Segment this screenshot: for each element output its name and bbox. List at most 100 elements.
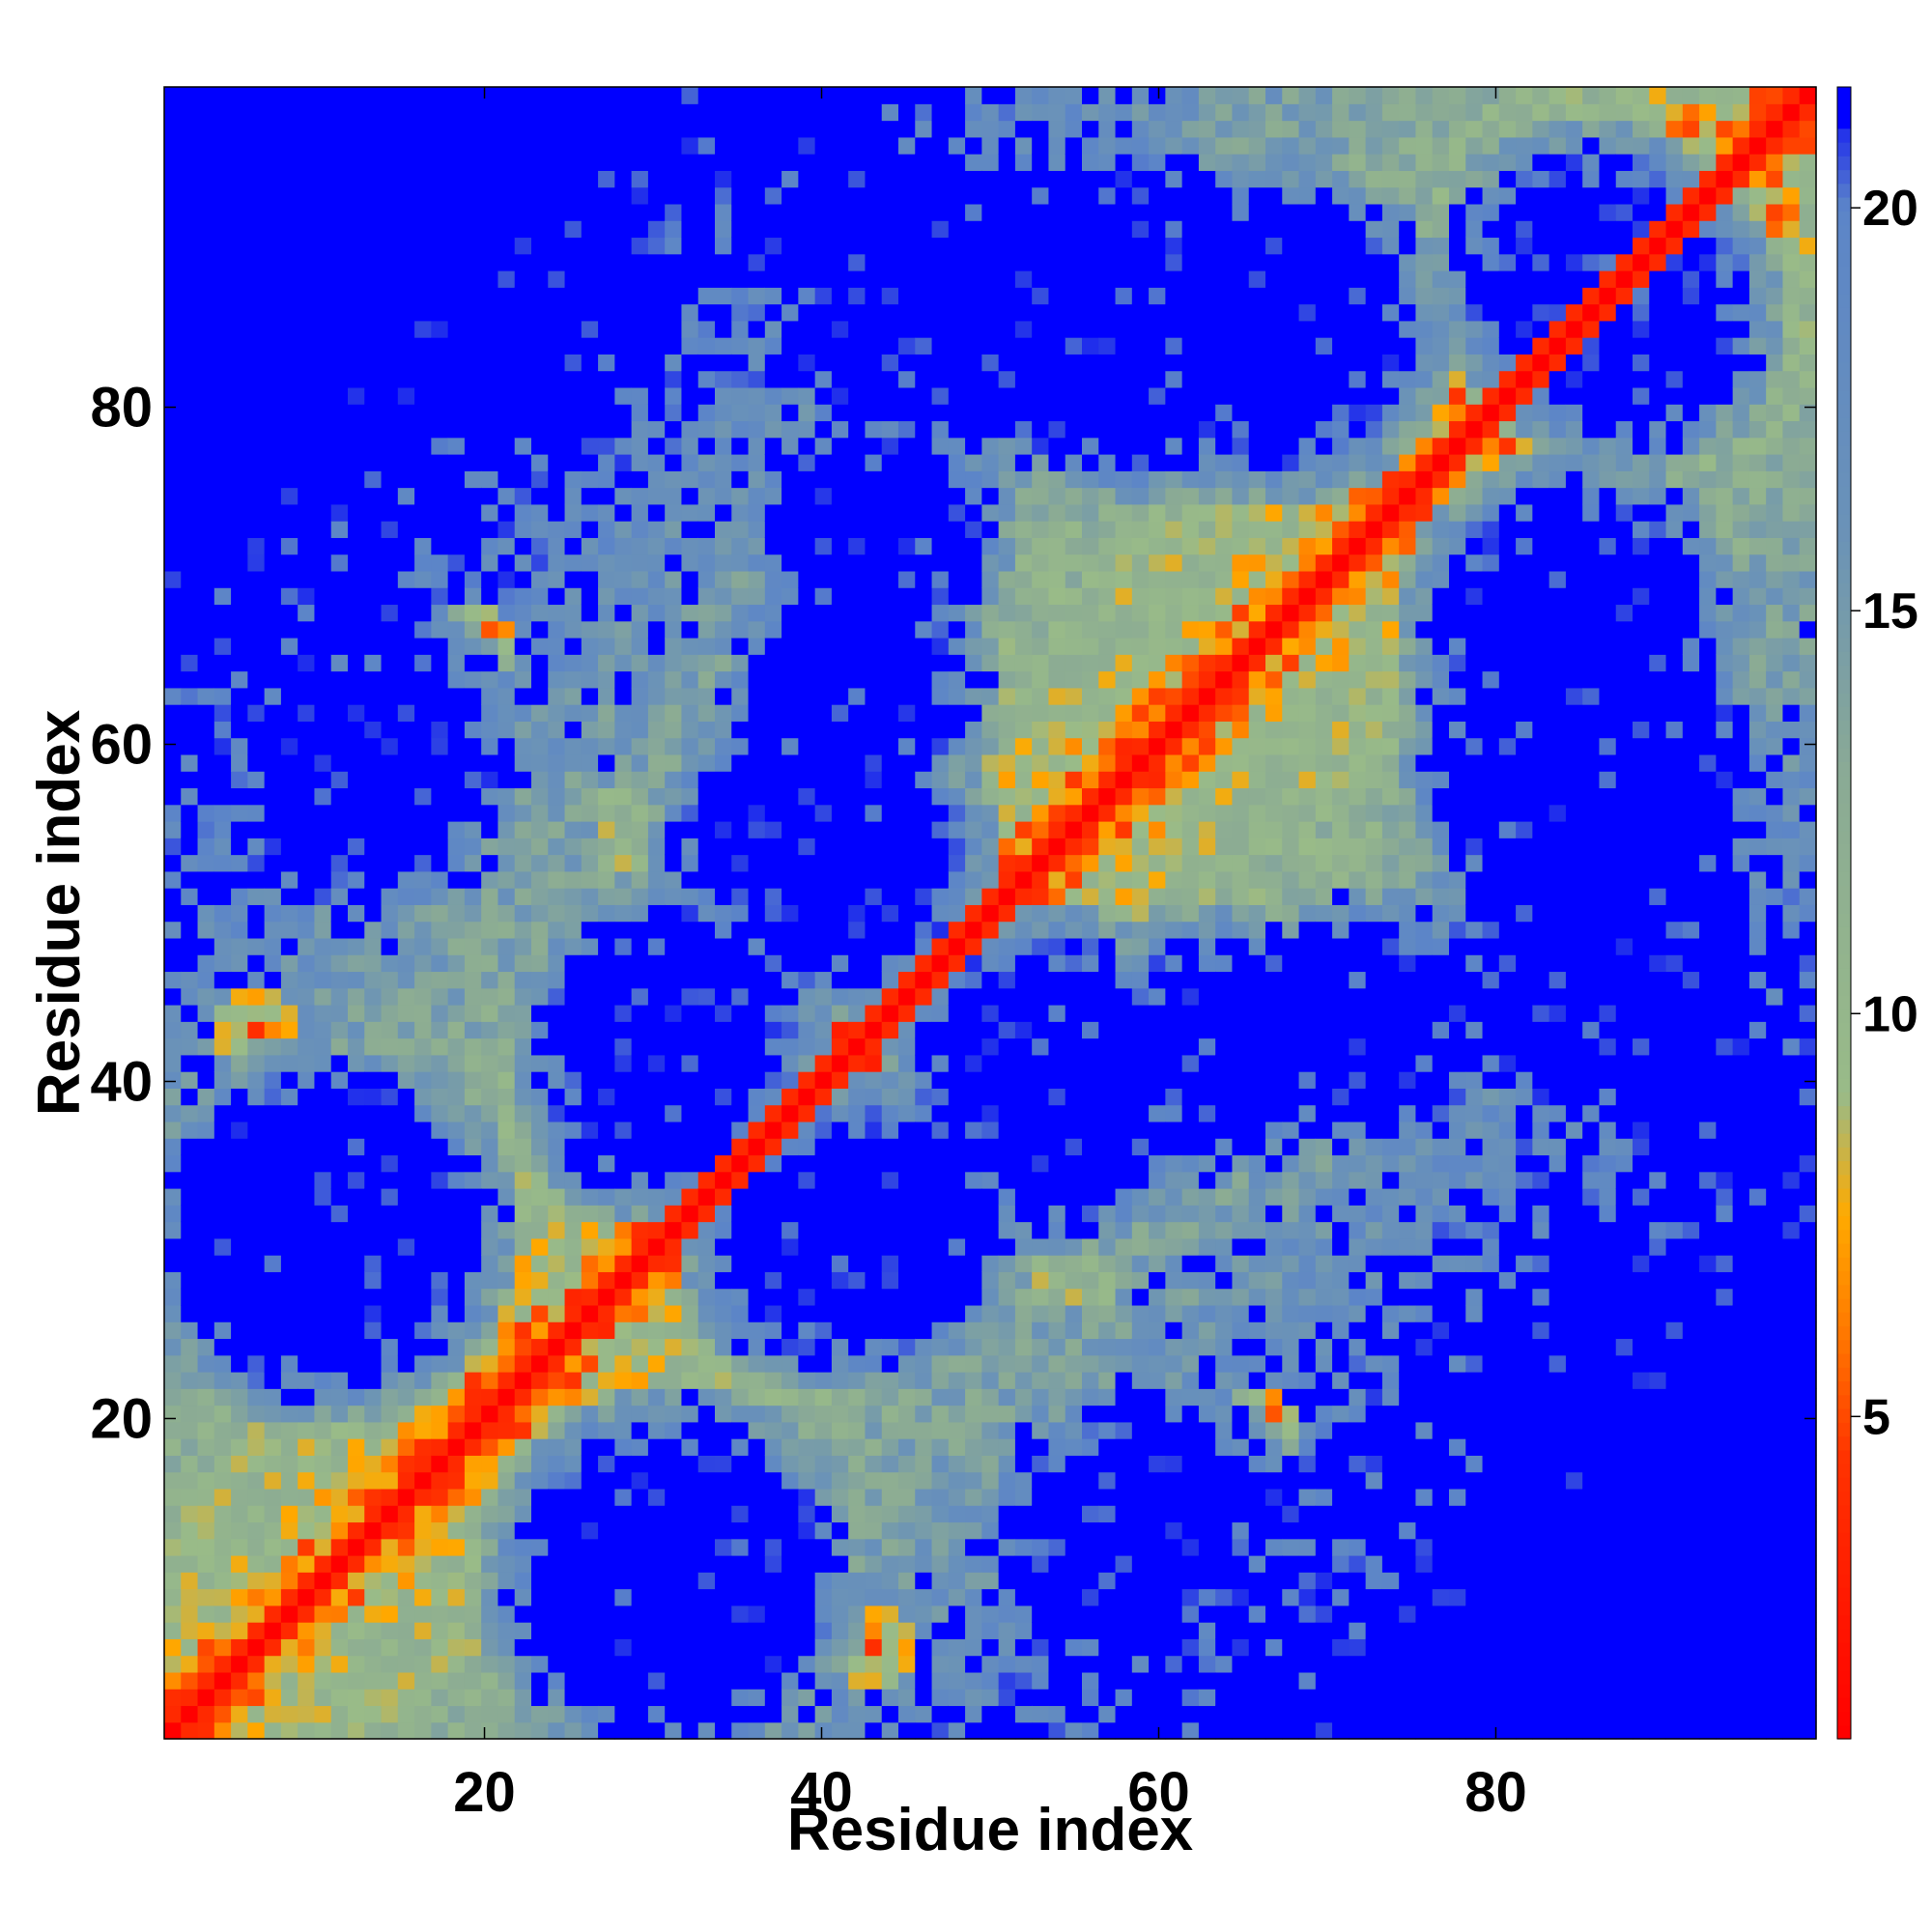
heatmap-cell [164, 521, 182, 538]
heatmap-cell [564, 620, 582, 639]
heatmap-cell [647, 753, 666, 772]
heatmap-cell [581, 687, 599, 705]
heatmap-cell [865, 954, 883, 973]
heatmap-cell [831, 270, 849, 288]
heatmap-cell [581, 1288, 599, 1306]
heatmap-cell [414, 937, 432, 955]
heatmap-cell [614, 386, 633, 405]
heatmap-cell [948, 937, 966, 955]
heatmap-cell [865, 1154, 883, 1173]
heatmap-cell [965, 287, 982, 305]
heatmap-cell [781, 1121, 799, 1139]
heatmap-cell [614, 537, 633, 555]
heatmap-cell [631, 1505, 649, 1523]
heatmap-cell [881, 320, 899, 338]
heatmap-cell [781, 1655, 799, 1673]
heatmap-cell [915, 1304, 933, 1322]
heatmap-cell [715, 370, 732, 388]
heatmap-cell [798, 120, 816, 138]
heatmap-cell [581, 537, 599, 555]
heatmap-cell [464, 203, 482, 221]
heatmap-cell [514, 570, 532, 588]
heatmap-cell [264, 1655, 282, 1673]
heatmap-cell [981, 1721, 1000, 1740]
heatmap-cell [665, 1505, 683, 1523]
heatmap-cell [731, 1321, 750, 1340]
heatmap-cell [548, 987, 566, 1006]
heatmap-cell [431, 554, 449, 572]
heatmap-cell [548, 1354, 566, 1373]
heatmap-cell [314, 904, 332, 923]
heatmap-cell [731, 1471, 750, 1490]
heatmap-cell [447, 1421, 466, 1439]
heatmap-cell [781, 670, 799, 689]
heatmap-cell [330, 487, 349, 505]
heatmap-cell [280, 1388, 298, 1406]
heatmap-cell [213, 154, 232, 171]
heatmap-cell [314, 1354, 332, 1373]
heatmap-cell [447, 670, 466, 689]
heatmap-cell [848, 821, 867, 838]
heatmap-cell [264, 987, 282, 1006]
heatmap-cell [915, 704, 933, 722]
heatmap-cell [848, 1588, 867, 1606]
heatmap-cell [948, 638, 966, 655]
heatmap-cell [414, 220, 432, 239]
heatmap-cell [447, 1188, 466, 1206]
heatmap-cell [181, 987, 199, 1006]
heatmap-cell [164, 1321, 182, 1340]
heatmap-cell [647, 971, 666, 989]
heatmap-cell [631, 1354, 649, 1373]
heatmap-cell [431, 954, 449, 973]
heatmap-cell [931, 1054, 950, 1072]
heatmap-cell [948, 753, 966, 772]
heatmap-cell [464, 937, 482, 955]
heatmap-cell [948, 587, 966, 606]
heatmap-cell [348, 337, 365, 355]
heatmap-cell [548, 1104, 566, 1122]
heatmap-cell [631, 620, 649, 639]
heatmap-cell [264, 971, 282, 989]
heatmap-cell [881, 386, 899, 405]
heatmap-cell [931, 1638, 950, 1657]
heatmap-cell [231, 170, 248, 188]
heatmap-cell [647, 737, 666, 755]
heatmap-cell [598, 1054, 615, 1072]
heatmap-cell [647, 120, 666, 138]
heatmap-cell [298, 1471, 316, 1490]
heatmap-cell [464, 1605, 482, 1623]
heatmap-cell [665, 1622, 683, 1639]
heatmap-cell [814, 1005, 833, 1022]
heatmap-cell [647, 787, 666, 806]
heatmap-cell [298, 220, 316, 239]
heatmap-cell [748, 186, 766, 205]
heatmap-cell [831, 1488, 849, 1506]
heatmap-cell [931, 1021, 950, 1039]
heatmap-cell [447, 1354, 466, 1373]
heatmap-cell [681, 1622, 699, 1639]
heatmap-cell [697, 1521, 716, 1540]
heatmap-cell [665, 136, 683, 155]
heatmap-cell [298, 1622, 316, 1639]
heatmap-cell [464, 1154, 482, 1173]
heatmap-cell [514, 1538, 532, 1556]
heatmap-cell [581, 1572, 599, 1590]
heatmap-cell [848, 1671, 867, 1690]
heatmap-cell [197, 1088, 215, 1106]
heatmap-cell [397, 1255, 415, 1272]
heatmap-cell [330, 370, 349, 388]
heatmap-cell [481, 971, 499, 989]
heatmap-cell [531, 503, 549, 522]
heatmap-cell [531, 420, 549, 439]
heatmap-cell [564, 253, 582, 271]
heatmap-cell [848, 386, 867, 405]
heatmap-cell [848, 704, 867, 722]
heatmap-cell [647, 1388, 666, 1406]
heatmap-cell [264, 404, 282, 422]
heatmap-cell [631, 954, 649, 973]
heatmap-cell [748, 1021, 766, 1039]
heatmap-cell [314, 771, 332, 789]
heatmap-cell [681, 838, 699, 856]
heatmap-cell [748, 620, 766, 639]
heatmap-cell [447, 1521, 466, 1540]
